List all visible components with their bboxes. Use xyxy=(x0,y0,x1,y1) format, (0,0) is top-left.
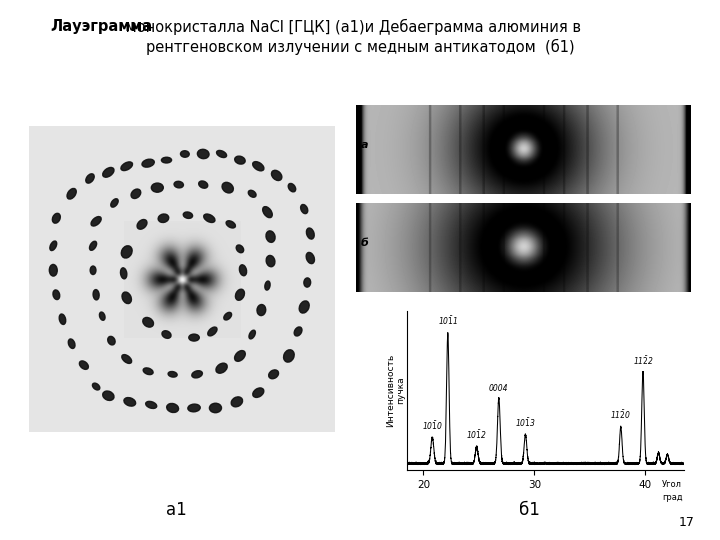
Ellipse shape xyxy=(301,205,307,214)
Ellipse shape xyxy=(68,339,75,348)
Ellipse shape xyxy=(216,363,228,373)
Text: 11$\bar{2}$2: 11$\bar{2}$2 xyxy=(632,354,654,367)
Ellipse shape xyxy=(257,305,266,315)
Ellipse shape xyxy=(168,372,177,377)
Text: град: град xyxy=(662,494,683,502)
Ellipse shape xyxy=(120,268,127,279)
Ellipse shape xyxy=(89,241,96,251)
Ellipse shape xyxy=(121,162,132,171)
Ellipse shape xyxy=(253,161,264,171)
Ellipse shape xyxy=(151,183,163,192)
Ellipse shape xyxy=(222,183,233,193)
Ellipse shape xyxy=(269,370,279,379)
Text: 17: 17 xyxy=(679,516,695,529)
Ellipse shape xyxy=(162,330,171,339)
Ellipse shape xyxy=(145,401,157,408)
Ellipse shape xyxy=(217,151,227,158)
Y-axis label: Интенсивность
пучка: Интенсивность пучка xyxy=(386,354,405,427)
Ellipse shape xyxy=(197,149,209,159)
Ellipse shape xyxy=(143,318,153,327)
Ellipse shape xyxy=(263,207,272,218)
Ellipse shape xyxy=(86,174,94,183)
Text: Лауэграмма: Лауэграмма xyxy=(50,19,153,34)
Ellipse shape xyxy=(59,314,66,325)
Ellipse shape xyxy=(67,188,76,199)
Ellipse shape xyxy=(253,388,264,397)
Ellipse shape xyxy=(248,190,256,197)
Ellipse shape xyxy=(266,231,275,242)
Ellipse shape xyxy=(189,334,199,341)
Ellipse shape xyxy=(79,361,89,369)
Ellipse shape xyxy=(306,252,315,264)
Ellipse shape xyxy=(108,336,115,345)
Ellipse shape xyxy=(192,370,202,378)
Ellipse shape xyxy=(137,219,147,230)
Text: б1: б1 xyxy=(519,501,539,519)
Ellipse shape xyxy=(204,214,215,222)
Text: Угол: Угол xyxy=(662,480,682,489)
Ellipse shape xyxy=(122,355,132,363)
Text: 10$\bar{1}$1: 10$\bar{1}$1 xyxy=(438,315,458,327)
Text: монокристалла NaCl [ГЦК] (a1)и Дебаеграмма алюминия в: монокристалла NaCl [ГЦК] (a1)и Дебаеграм… xyxy=(121,19,581,35)
Ellipse shape xyxy=(294,327,302,336)
Ellipse shape xyxy=(224,312,232,320)
Ellipse shape xyxy=(122,292,132,303)
Text: a1: a1 xyxy=(166,501,186,519)
Ellipse shape xyxy=(181,151,189,157)
Ellipse shape xyxy=(236,245,243,253)
Text: 0004: 0004 xyxy=(489,384,508,393)
Text: б: б xyxy=(361,238,368,248)
Ellipse shape xyxy=(53,213,60,223)
Text: 10$\bar{1}$0: 10$\bar{1}$0 xyxy=(422,419,443,432)
Text: 10$\bar{1}$3: 10$\bar{1}$3 xyxy=(515,417,536,429)
Ellipse shape xyxy=(124,397,135,406)
Ellipse shape xyxy=(235,289,245,300)
Ellipse shape xyxy=(300,301,309,313)
Ellipse shape xyxy=(166,403,179,413)
Ellipse shape xyxy=(142,159,154,167)
Ellipse shape xyxy=(235,350,246,361)
Ellipse shape xyxy=(53,290,60,300)
Ellipse shape xyxy=(91,217,102,226)
Ellipse shape xyxy=(231,397,243,407)
Ellipse shape xyxy=(307,228,314,239)
Ellipse shape xyxy=(239,265,247,276)
Ellipse shape xyxy=(199,181,208,188)
Ellipse shape xyxy=(99,312,105,320)
Ellipse shape xyxy=(188,404,200,412)
Ellipse shape xyxy=(265,281,270,290)
Ellipse shape xyxy=(158,214,168,222)
Ellipse shape xyxy=(161,157,171,163)
Ellipse shape xyxy=(288,184,296,192)
Ellipse shape xyxy=(50,241,57,251)
Ellipse shape xyxy=(284,350,294,362)
Ellipse shape xyxy=(49,265,58,276)
Ellipse shape xyxy=(210,403,222,413)
Ellipse shape xyxy=(235,156,246,164)
Ellipse shape xyxy=(131,189,140,199)
Ellipse shape xyxy=(249,330,256,339)
Text: а: а xyxy=(361,140,368,151)
Ellipse shape xyxy=(304,278,310,287)
Ellipse shape xyxy=(92,383,100,390)
Ellipse shape xyxy=(111,199,118,207)
Ellipse shape xyxy=(103,391,114,401)
Ellipse shape xyxy=(103,167,114,177)
Ellipse shape xyxy=(183,212,193,218)
Text: рентгеновском излучении с медным антикатодом  (б1): рентгеновском излучении с медным антикат… xyxy=(145,39,575,55)
Ellipse shape xyxy=(174,181,184,188)
Ellipse shape xyxy=(271,170,282,180)
Ellipse shape xyxy=(226,221,235,228)
Text: 10$\bar{1}$2: 10$\bar{1}$2 xyxy=(466,428,487,441)
Text: 11$\bar{2}$0: 11$\bar{2}$0 xyxy=(611,409,631,422)
Ellipse shape xyxy=(90,266,96,274)
Ellipse shape xyxy=(208,327,217,336)
Ellipse shape xyxy=(143,368,153,375)
Ellipse shape xyxy=(121,246,132,258)
Ellipse shape xyxy=(93,289,99,300)
Ellipse shape xyxy=(266,255,275,267)
